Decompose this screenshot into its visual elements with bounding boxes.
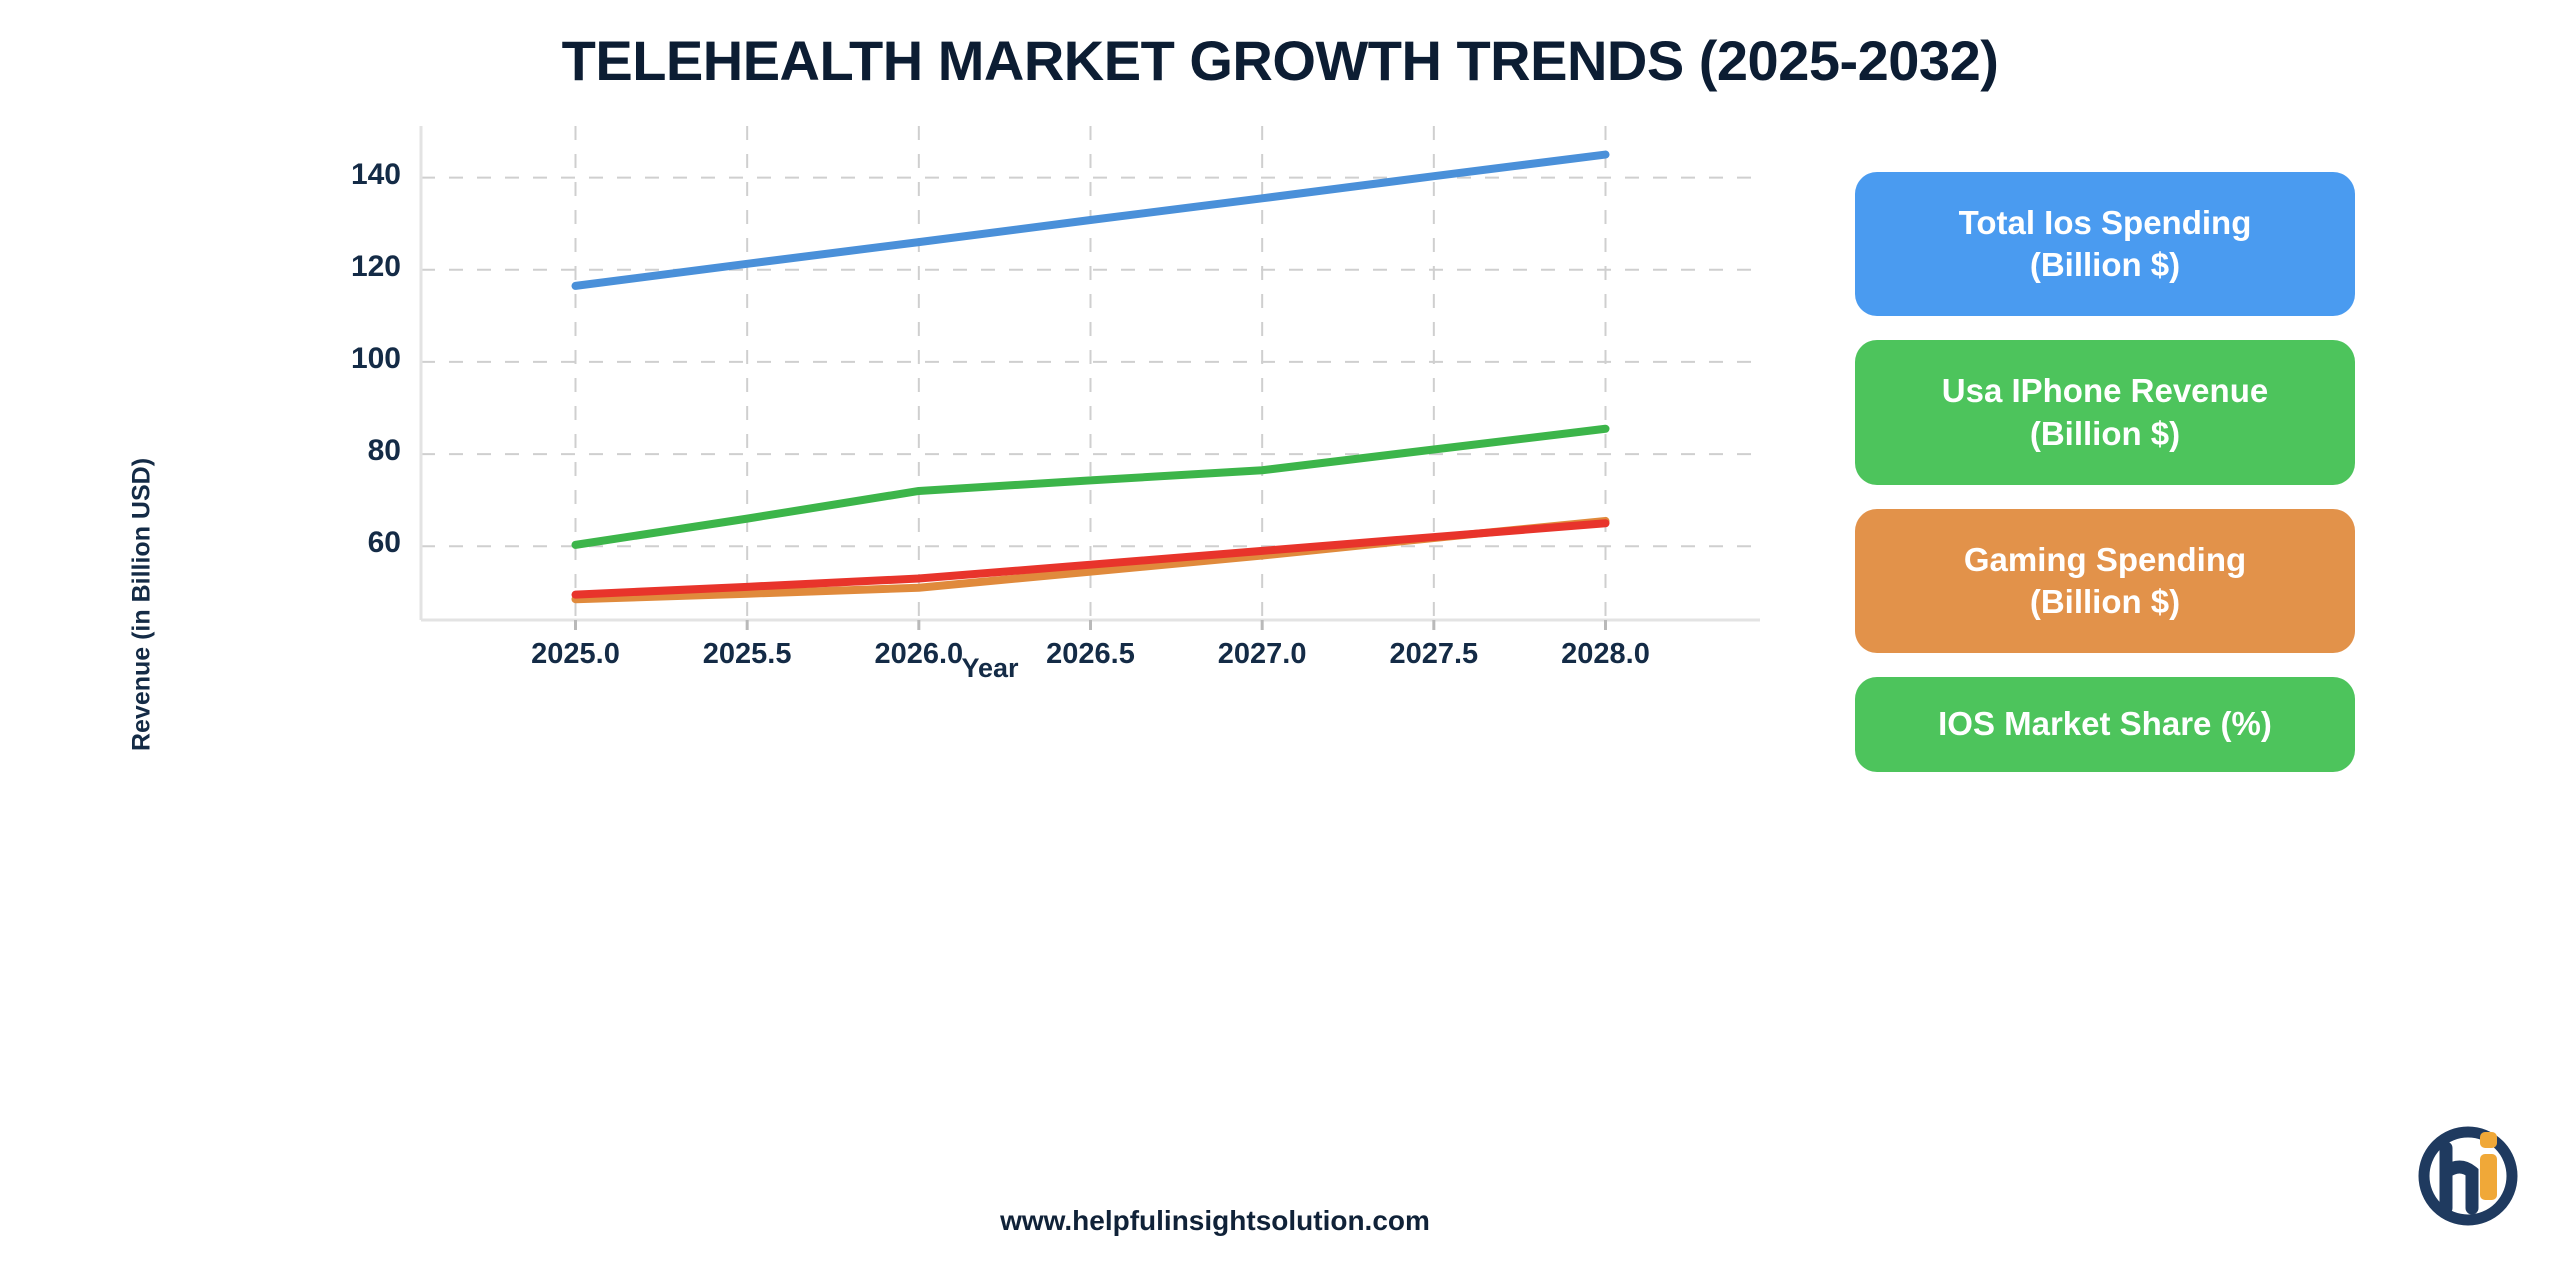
line-chart-svg: [419, 126, 1760, 630]
legend-item[interactable]: Gaming Spending (Billion $): [1855, 508, 2355, 654]
legend-item-label: IOS Market Share (%): [1938, 705, 2272, 743]
page-title: TELEHEALTH MARKET GROWTH TRENDS (2025-20…: [561, 29, 1999, 92]
brand-logo: [2410, 1110, 2530, 1230]
legend-item[interactable]: IOS Market Share (%): [1855, 677, 2355, 772]
legend-item-unit: (Billion $): [2029, 246, 2181, 284]
legend-item[interactable]: Total Ios Spending (Billion $): [1855, 172, 2355, 317]
x-axis-tick-label: 2028.0: [1561, 638, 1650, 670]
site-url: www.helpfulinsightsolution.com: [1000, 1205, 1430, 1236]
series-lines: [571, 150, 1610, 604]
legend-item-label: Usa IPhone Revenue: [1941, 372, 2269, 410]
chart-legend: Total Ios Spending (Billion $) Usa IPhone …: [1855, 172, 2355, 796]
y-axis-tick-label: 60: [367, 526, 401, 560]
series-line: [571, 424, 1610, 549]
x-axis-label: Year: [961, 653, 1019, 683]
legend-item-label: Total Ios Spending: [1958, 204, 2252, 241]
series-line: [571, 519, 1610, 599]
x-axis-tick-label: 2025.5: [702, 638, 792, 670]
y-axis-tick-label: 140: [350, 157, 401, 191]
y-axis-tick-label: 80: [367, 434, 401, 468]
y-axis-tick-label: 120: [350, 249, 401, 283]
legend-item-label: Gaming Spending: [1963, 540, 2247, 578]
x-axis-tick-label: 2026.0: [874, 638, 964, 670]
x-axis-tick-label: 2027.0: [1217, 638, 1307, 670]
legend-item-unit: (Billion $): [2029, 414, 2181, 452]
logo-letter-i-stem-icon: [2480, 1154, 2497, 1200]
y-axis-tick-label: 100: [350, 341, 401, 375]
legend-item[interactable]: Usa IPhone Revenue (Billion $): [1855, 340, 2355, 485]
logo-letter-i-dot-icon: [2480, 1132, 2497, 1148]
gridlines: [421, 126, 1760, 620]
axis-ticks: [574, 620, 1607, 630]
x-axis-tick-label: 2027.5: [1389, 638, 1479, 670]
x-axis-tick-label: 2026.5: [1046, 638, 1135, 670]
logo-circle-icon: [2418, 1126, 2518, 1226]
series-line: [571, 150, 1610, 290]
logo-letter-h-icon: [2439, 1141, 2479, 1215]
chart-plot-area: Revenue (in Billion USD) 60 80 100 120 140 2…: [0, 120, 1800, 1120]
legend-item-unit: (Billion $): [2029, 583, 2181, 621]
x-axis-tick-label: 2025.0: [531, 638, 620, 670]
